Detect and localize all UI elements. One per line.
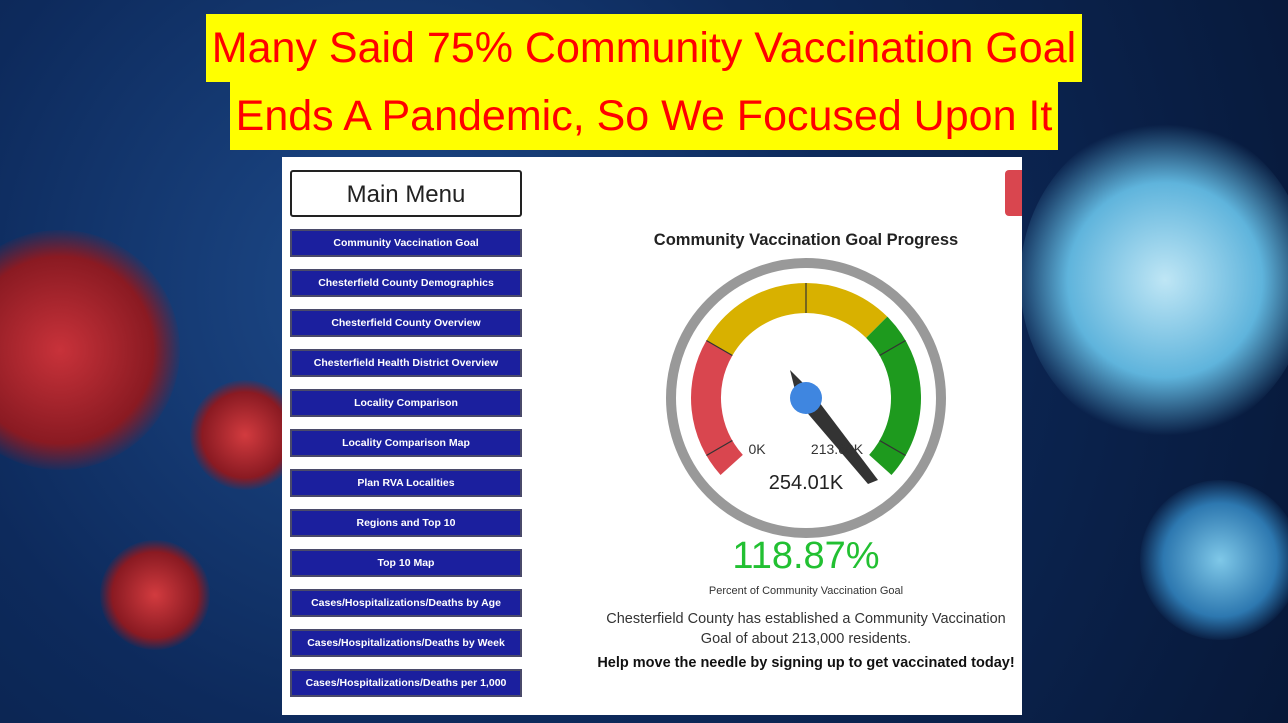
- percent: 118.87%: [732, 535, 880, 577]
- gauge-value-label: 254.01K: [768, 472, 844, 494]
- gauge-hub: [790, 382, 822, 414]
- gauge-band: [706, 283, 888, 356]
- menu-button[interactable]: Chesterfield County Overview: [290, 309, 522, 337]
- menu-button[interactable]: Plan RVA Localities: [290, 469, 522, 497]
- tab-button[interactable]: [1005, 170, 1022, 216]
- description: Chesterfield County has established a Co…: [606, 611, 1006, 647]
- gauge-ring: [666, 258, 946, 538]
- gauge-tick: [879, 439, 906, 457]
- menu-button[interactable]: Top 10 Map: [290, 549, 522, 577]
- menu-button[interactable]: Chesterfield Health District Overview: [290, 349, 522, 377]
- dashboard: Main Menu Community Vaccination Goal Ches…: [282, 157, 1022, 715]
- title-line: Many Said 75% Community Vaccination Goal: [205, 14, 1083, 82]
- menu-button[interactable]: Cases/Hospitalizations/Deaths per 1,000: [290, 669, 522, 697]
- percent-caption: Percent of Community Vaccination Goal: [708, 585, 904, 597]
- gauge-title: Community Vaccination Goal Progress: [653, 231, 959, 249]
- gauge: [666, 258, 946, 538]
- virus-art: [190, 380, 300, 490]
- gauge-min-label: 0K: [748, 441, 766, 457]
- gauge-target-label: 213.60K: [810, 441, 864, 457]
- virus-art: [100, 540, 210, 650]
- menu-button[interactable]: Chesterfield County Demographics: [290, 269, 522, 297]
- menu-button[interactable]: Cases/Hospitalizations/Deaths by Age: [290, 589, 522, 617]
- virus-art: [1020, 120, 1288, 440]
- menu-button[interactable]: Cases/Hospitalizations/Deaths by Week: [290, 629, 522, 657]
- gauge-band: [865, 316, 921, 475]
- virus-art: [0, 230, 180, 470]
- gauge-tick: [706, 339, 733, 357]
- gauge-tick: [706, 439, 733, 457]
- gauge-band: [691, 340, 744, 475]
- menu-button[interactable]: Locality Comparison Map: [290, 429, 522, 457]
- menu-button[interactable]: Locality Comparison: [290, 389, 522, 417]
- menu-button[interactable]: Community Vaccination Goal: [290, 229, 522, 257]
- virus-art: [1140, 480, 1288, 640]
- menu-title: Main Menu: [290, 170, 522, 217]
- slide-title: Many Said 75% Community Vaccination Goal…: [0, 14, 1288, 150]
- title-line: Ends A Pandemic, So We Focused Upon It: [229, 82, 1059, 150]
- call-to-action: Help move the needle by signing up to ge…: [597, 655, 1015, 671]
- gauge-tick: [879, 339, 906, 357]
- menu-button[interactable]: Regions and Top 10: [290, 509, 522, 537]
